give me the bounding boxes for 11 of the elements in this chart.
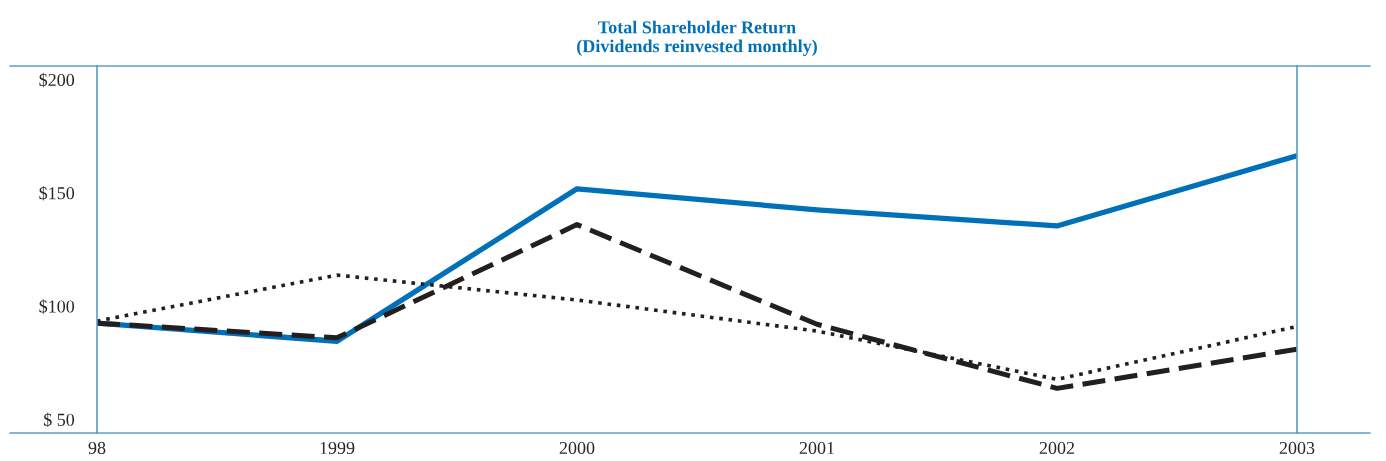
y-tick-label: $ 50 xyxy=(43,412,75,428)
y-tick-label: $100 xyxy=(39,299,75,314)
x-tick-label: 2002 xyxy=(1039,441,1075,455)
chart-title: Total Shareholder Return (Dividends reinvested monthly) xyxy=(577,20,817,57)
x-tick-label: 2001 xyxy=(799,441,834,455)
x-tick-label: 1999 xyxy=(320,441,355,455)
y-tick-label: $150 xyxy=(39,186,75,201)
y-tick-label: $200 xyxy=(39,72,75,88)
x-tick-label: 2003 xyxy=(1279,441,1315,455)
x-tick-label: 98 xyxy=(88,441,106,455)
x-tick-label: 2000 xyxy=(559,441,595,455)
